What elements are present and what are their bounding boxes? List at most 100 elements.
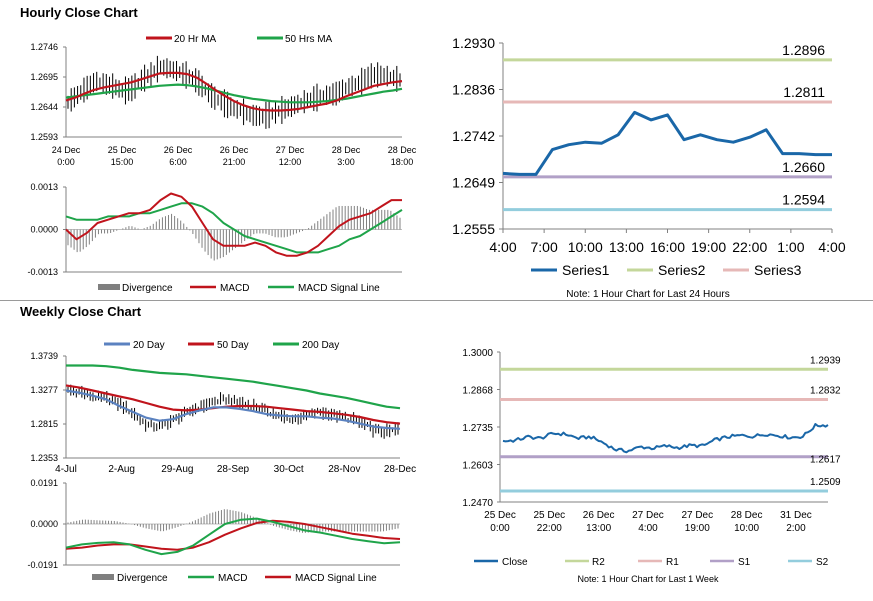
weekly-levels-y-tick: 1.3000 [462,348,493,359]
legend-label-divergence: Divergence [122,283,173,294]
weekly-200day-line [66,364,401,410]
weekly-close-line [502,423,829,454]
weekly-levels-y-tick: 1.2603 [462,461,493,472]
weekly-price-x-tick: 28-Nov [328,464,360,475]
weekly-price-x-tick: 4-Jul [55,464,77,475]
weekly-macd-signal-line [65,519,401,551]
hourly-price-x-tick: 15:00 [111,157,134,167]
hourly-levels-y-tick: 1.2742 [452,128,495,144]
hourly-macd-y-tick: 0.0000 [30,225,58,235]
legend-label-series2: Series2 [658,262,706,278]
hourly-price-y-tick: 1.2593 [30,132,58,142]
legend-label-200day: 200 Day [302,340,339,351]
weekly-price-x-tick: 28-Sep [217,464,250,475]
hourly-price-x-tick: 28 Dec [388,145,417,155]
hourly-levels-y-tick: 1.2555 [452,221,495,237]
hourly-price-x-tick: 24 Dec [52,145,81,155]
weekly-levels-x-tick: 13:00 [586,523,611,534]
weekly-levels-x-tick: 4:00 [638,523,658,534]
weekly-price-x-tick: 29-Aug [161,464,193,475]
hourly-level-value-s1: 1.2660 [782,159,825,175]
hourly-price-x-tick: 12:00 [279,157,302,167]
weekly-macd-y-tick: 0.0191 [30,478,58,488]
hourly-levels-y-tick: 1.2930 [452,35,495,51]
weekly-levels-x-tick: 22:00 [537,523,562,534]
weekly-levels-x-tick: 19:00 [685,523,710,534]
hourly-price-y-tick: 1.2695 [30,72,58,82]
hourly-macd-line [65,192,402,257]
legend-label-20day: 20 Day [133,340,165,351]
hourly-levels-x-tick: 22:00 [732,239,767,255]
hourly-price-x-tick: 3:00 [337,157,355,167]
weekly-levels-x-tick: 10:00 [734,523,759,534]
hourly-levels-x-tick: 4:00 [489,239,516,255]
hourly-section-title: Hourly Close Chart [20,5,138,20]
hourly-price-y-tick: 1.2746 [30,42,58,52]
weekly-price-x-tick: 2-Aug [108,464,135,475]
weekly-level-value-r1: 1.2832 [810,386,841,397]
hourly-level-value-r2: 1.2896 [782,42,825,58]
section-divider [0,300,873,301]
legend-swatch-weekly-divergence [92,574,114,580]
hourly-levels-x-tick: 4:00 [818,239,845,255]
weekly-levels-x-tick: 28 Dec [731,510,763,521]
weekly-price-x-tick: 28-Dec [384,464,416,475]
weekly-macd-y-tick: -0.0191 [27,560,58,570]
hourly-50hr-ma-line [65,83,403,104]
legend-swatch-divergence [98,284,120,290]
hourly-levels-x-tick: 19:00 [691,239,726,255]
legend-label-weekly-divergence: Divergence [117,573,168,584]
hourly-price-x-tick: 26 Dec [164,145,193,155]
hourly-levels-x-tick: 1:00 [777,239,804,255]
weekly-price-y-tick: 1.3739 [30,351,58,361]
hourly-macd-y-tick: 0.0013 [30,182,58,192]
weekly-price-y-tick: 1.3277 [30,385,58,395]
legend-label-series3: Series3 [754,262,802,278]
hourly-levels-x-tick: 10:00 [568,239,603,255]
hourly-levels-x-tick: 13:00 [609,239,644,255]
weekly-levels-x-tick: 25 Dec [533,510,565,521]
weekly-50day-line [65,384,401,425]
legend-label-series1: Series1 [562,262,610,278]
weekly-levels-y-tick: 1.2868 [462,386,493,397]
hourly-price-x-tick: 21:00 [223,157,246,167]
weekly-price-y-tick: 1.2815 [30,419,58,429]
legend-label-20hr-ma: 20 Hr MA [174,34,217,45]
weekly-levels-x-tick: 26 Dec [583,510,615,521]
hourly-level-value-s2: 1.2594 [782,192,825,208]
hourly-macd-signal-line [65,202,403,254]
legend-label-weekly-macd: MACD [218,573,247,584]
legend-label-r2: R2 [592,557,605,568]
weekly-level-value-close: 1.2617 [810,454,841,465]
legend-label-close: Close [502,557,528,568]
weekly-section-title: Weekly Close Chart [20,304,142,319]
legend-label-macd-signal: MACD Signal Line [298,283,380,294]
weekly-levels-y-tick: 1.2735 [462,423,493,434]
legend-label-macd: MACD [220,283,249,294]
weekly-levels-x-tick: 0:00 [490,523,510,534]
hourly-price-x-tick: 18:00 [391,157,414,167]
weekly-levels-x-tick: 25 Dec [484,510,516,521]
hourly-levels-note: Note: 1 Hour Chart for Last 24 Hours [566,289,729,300]
weekly-levels-x-tick: 27 Dec [632,510,664,521]
hourly-price-x-tick: 28 Dec [332,145,361,155]
weekly-macd-line [65,517,401,556]
hourly-20hr-ma-line [65,71,403,112]
legend-label-50day: 50 Day [217,340,249,351]
weekly-levels-x-tick: 27 Dec [681,510,713,521]
hourly-levels-y-tick: 1.2649 [452,175,495,191]
hourly-series1-line [502,110,832,176]
weekly-level-value-r2: 1.2939 [810,355,841,366]
hourly-price-x-tick: 0:00 [57,157,75,167]
legend-label-weekly-macd-signal: MACD Signal Line [295,573,377,584]
hourly-levels-x-tick: 7:00 [531,239,558,255]
weekly-price-x-tick: 30-Oct [274,464,304,475]
weekly-macd-y-tick: 0.0000 [30,519,58,529]
hourly-price-y-tick: 1.2644 [30,102,58,112]
weekly-levels-note: Note: 1 Hour Chart for Last 1 Week [578,574,719,584]
legend-label-s1: S1 [738,557,751,568]
weekly-price-y-tick: 1.2353 [30,453,58,463]
hourly-levels-x-tick: 16:00 [650,239,685,255]
weekly-20day-line [65,389,401,430]
